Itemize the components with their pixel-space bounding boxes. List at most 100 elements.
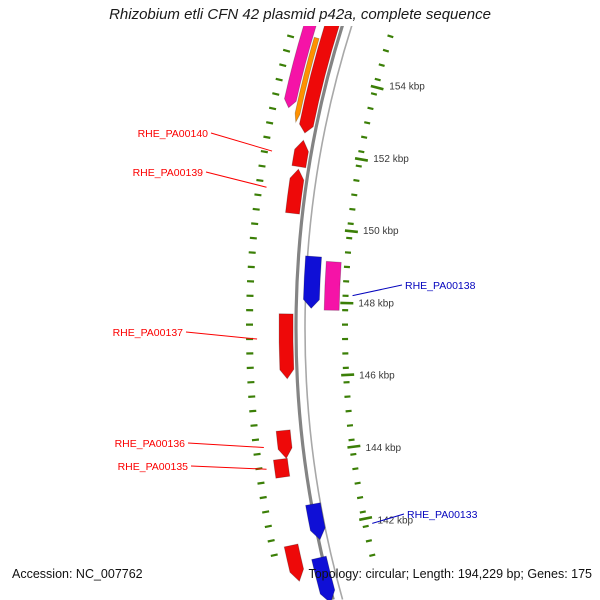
tick-minor-outer <box>259 495 267 500</box>
tick-minor-inner <box>353 178 360 182</box>
leader-line-RHE_PA00140 <box>210 132 273 152</box>
tick-minor-inner <box>364 121 371 125</box>
gene-label-RHE_PA00133[interactable]: RHE_PA00133 <box>407 509 478 521</box>
tick-minor-outer <box>252 207 260 211</box>
tick-minor-inner <box>367 106 374 111</box>
leader-line-RHE_PA00136 <box>187 442 264 448</box>
map-labels-layer: 154 kbp 152 kbp 150 kbp 148 kbp 146 kbp 144 k… <box>113 82 478 527</box>
backbone-arc <box>304 26 353 600</box>
gene-label-RHE_PA00135[interactable]: RHE_PA00135 <box>118 461 189 473</box>
tick-minor-inner <box>351 193 358 197</box>
feature-RHE_PA00136[interactable] <box>275 429 293 460</box>
feature-RHE_PA00135[interactable] <box>272 457 291 479</box>
tick-minor-inner <box>359 510 366 514</box>
tick-minor-outer <box>268 106 277 111</box>
tick-minor-outer <box>258 164 266 168</box>
leader-line-RHE_PA00139 <box>205 171 267 188</box>
tick-minor-inner <box>349 207 356 211</box>
scale-label: 142 kbp <box>378 515 414 526</box>
leader-line-RHE_PA00133 <box>372 513 405 524</box>
tick-minor-inner <box>382 48 390 53</box>
tick-minor-outer <box>251 222 259 226</box>
feature-RHE_PA00133[interactable] <box>305 502 326 541</box>
tick-minor-outer <box>249 409 257 413</box>
tick-minor-inner <box>350 452 357 456</box>
tick-minor-inner <box>365 539 373 543</box>
tick-minor-outer <box>286 34 295 39</box>
tick-minor-outer <box>275 77 283 82</box>
feature-RHE_PA00138-blue[interactable] <box>303 255 322 309</box>
tick-minor-inner <box>354 481 361 485</box>
tick-minor-outer <box>272 92 280 96</box>
tick-minor-outer <box>265 121 274 125</box>
tick-minor-inner <box>356 495 364 500</box>
feature-lower-red[interactable] <box>283 543 305 582</box>
tick-minor-inner <box>347 222 354 226</box>
scale-label: 148 kbp <box>358 298 394 309</box>
leader-line-RHE_PA00138 <box>352 284 403 297</box>
tick-minor-outer <box>263 135 271 139</box>
tick-minor-outer <box>282 48 291 53</box>
feature-RHE_PA00140[interactable] <box>291 139 309 169</box>
tick-minor-outer <box>279 63 287 68</box>
feature-upper-magenta[interactable] <box>284 6 321 109</box>
tick-minor-inner <box>387 34 394 39</box>
scale-label: 152 kbp <box>373 154 409 165</box>
tick-minor-outer <box>251 438 260 442</box>
tick-major <box>370 84 384 91</box>
tick-minor-outer <box>262 510 270 514</box>
tick-minor-inner <box>346 236 353 240</box>
tick-minor-outer <box>270 553 278 558</box>
feature-upper-red[interactable] <box>299 6 343 134</box>
scale-label: 144 kbp <box>366 443 402 454</box>
tick-minor-outer <box>257 481 265 485</box>
gene-label-RHE_PA00137[interactable]: RHE_PA00137 <box>113 327 184 339</box>
leader-line-RHE_PA00137 <box>185 331 258 340</box>
leader-line-RHE_PA00135 <box>190 465 267 470</box>
scale-label: 146 kbp <box>359 371 395 382</box>
tick-minor-inner <box>378 63 385 68</box>
tick-major <box>344 229 358 234</box>
tick-minor-outer <box>256 178 264 183</box>
tick-minor-inner <box>352 467 359 471</box>
tick-minor-outer <box>254 193 262 197</box>
feature-RHE_PA00139[interactable] <box>285 168 305 215</box>
scale-label: 150 kbp <box>363 226 399 237</box>
tick-minor-outer <box>253 452 261 456</box>
feature-upper-orange[interactable] <box>294 36 320 124</box>
tick-major <box>347 444 361 449</box>
tick-minor-inner <box>346 424 354 427</box>
tick-minor-inner <box>362 524 369 529</box>
tick-minor-inner <box>374 77 381 82</box>
map-rings-layer <box>246 6 394 600</box>
feature-RHE_PA00137[interactable] <box>278 313 295 380</box>
tick-minor-inner <box>345 409 352 413</box>
gene-label-RHE_PA00138[interactable]: RHE_PA00138 <box>405 280 476 292</box>
gene-label-RHE_PA00140[interactable]: RHE_PA00140 <box>138 128 209 140</box>
tick-minor-outer <box>248 251 256 254</box>
tick-major <box>354 157 369 162</box>
tick-minor-inner <box>360 135 368 139</box>
feature-RHE_PA00138-magenta[interactable] <box>323 260 342 311</box>
tick-minor-inner <box>348 438 355 442</box>
gene-label-RHE_PA00136[interactable]: RHE_PA00136 <box>115 438 186 450</box>
gene-label-RHE_PA00139[interactable]: RHE_PA00139 <box>133 167 204 179</box>
tick-minor-outer <box>250 424 258 427</box>
tick-major <box>358 515 373 522</box>
tick-major <box>341 373 355 377</box>
tick-minor-outer <box>249 236 257 240</box>
tick-minor-outer <box>267 539 275 543</box>
status-topology: Topology: circular; Length: 194,229 bp; … <box>308 567 592 581</box>
scale-label: 154 kbp <box>389 82 425 93</box>
tick-minor-outer <box>260 149 268 154</box>
feature-lower-blue[interactable] <box>311 555 336 600</box>
tick-minor-inner <box>355 164 362 168</box>
tick-minor-inner <box>369 553 376 558</box>
tick-minor-inner <box>358 149 365 154</box>
tick-minor-outer <box>264 524 272 529</box>
status-accession: Accession: NC_007762 <box>12 567 143 581</box>
tick-minor-inner <box>370 92 378 96</box>
sequence-title: Rhizobium etli CFN 42 plasmid p42a, comp… <box>109 6 491 23</box>
